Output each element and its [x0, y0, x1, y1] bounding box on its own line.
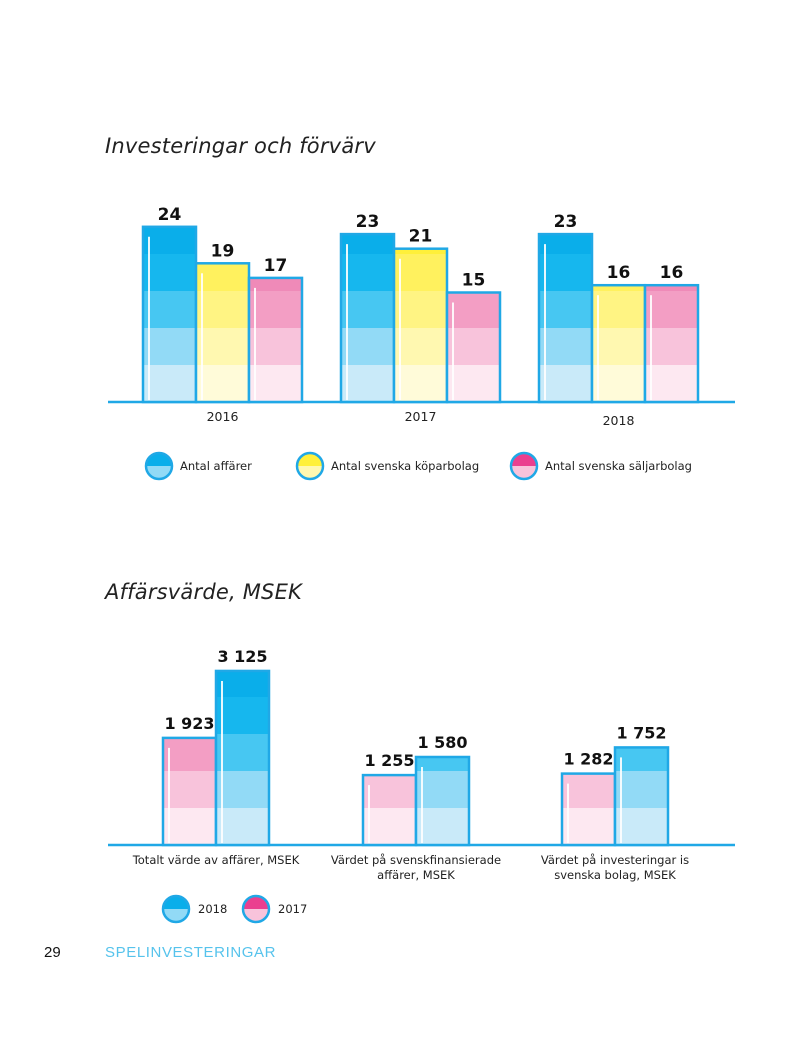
data-label-2017-cat2: 1 282 — [563, 750, 613, 769]
x-tick-2018: 2018 — [603, 413, 635, 428]
bar-2017-cat2 — [560, 772, 617, 847]
x-tick-cat1-line0: Värdet på svenskfinansierade — [331, 853, 501, 867]
data-label-blue-2017: 23 — [356, 212, 380, 232]
bar-2018-cat1 — [414, 755, 471, 847]
chart-title-investeringar: Investeringar och förvärv — [105, 134, 376, 158]
bar-2018-cat2 — [613, 746, 670, 847]
section-name: SPELINVESTERINGAR — [105, 944, 277, 961]
x-tick-cat0-line0: Totalt värde av affärer, MSEK — [132, 853, 300, 867]
data-label-2018-cat2: 1 752 — [616, 723, 666, 742]
bar-pink-2018 — [643, 283, 700, 404]
legend-label-2017: 2017 — [278, 902, 307, 916]
bar-2017-cat0 — [161, 736, 218, 847]
data-label-blue-2016: 24 — [158, 205, 182, 225]
bar-blue-2018 — [537, 232, 594, 404]
bar-2017-cat1 — [361, 773, 418, 847]
x-tick-cat2-line1: svenska bolag, MSEK — [554, 868, 676, 882]
bar-pink-2016 — [247, 276, 304, 404]
data-label-yellow-2016: 19 — [211, 241, 235, 261]
legend-icon-pink — [509, 451, 539, 481]
x-tick-cat2-line0: Värdet på investeringar is — [541, 853, 689, 867]
legend-label-2018: 2018 — [198, 902, 227, 916]
data-label-pink-2017: 15 — [462, 271, 486, 291]
data-label-2017-cat0: 1 923 — [164, 714, 214, 733]
legend-label-blue: Antal affärer — [180, 459, 252, 473]
bar-pink-2017 — [445, 291, 502, 404]
bar-yellow-2017 — [392, 247, 449, 404]
legend-icon-2018 — [161, 894, 191, 924]
page-number: 29 — [44, 944, 61, 961]
data-label-yellow-2017: 21 — [409, 227, 433, 247]
bar-2018-cat0 — [214, 669, 271, 847]
x-tick-2017: 2017 — [405, 409, 437, 424]
data-label-yellow-2018: 16 — [607, 263, 631, 283]
bar-blue-2016 — [141, 225, 198, 404]
chart-title-affarsvarde: Affärsvärde, MSEK — [105, 580, 303, 604]
legend-icon-2017 — [241, 894, 271, 924]
legend-label-yellow: Antal svenska köparbolag — [331, 459, 479, 473]
legend-icon-blue — [144, 451, 174, 481]
legend-icon-yellow — [295, 451, 325, 481]
bar-blue-2017 — [339, 232, 396, 404]
legend-label-pink: Antal svenska säljarbolag — [545, 459, 692, 473]
x-tick-cat1-line1: affärer, MSEK — [377, 868, 455, 882]
bar-yellow-2016 — [194, 262, 251, 404]
data-label-2018-cat1: 1 580 — [417, 733, 467, 752]
bar-yellow-2018 — [590, 283, 647, 404]
data-label-pink-2016: 17 — [264, 256, 288, 276]
data-label-blue-2018: 23 — [554, 212, 578, 232]
x-tick-2016: 2016 — [207, 409, 239, 424]
data-label-2017-cat1: 1 255 — [364, 751, 414, 770]
data-label-2018-cat0: 3 125 — [217, 647, 267, 666]
data-label-pink-2018: 16 — [660, 263, 684, 283]
